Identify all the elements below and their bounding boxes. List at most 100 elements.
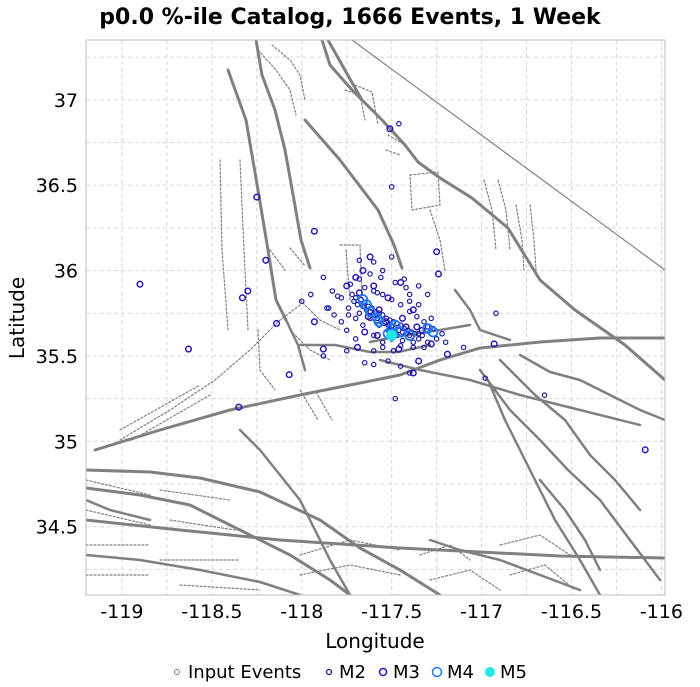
event-point-m3	[355, 289, 363, 297]
event-point-m3	[409, 369, 417, 377]
event-point-m2	[406, 298, 413, 305]
fault-line	[284, 318, 307, 372]
event-point-m2	[343, 347, 350, 354]
x-tick-label: -116.5	[541, 601, 602, 623]
event-point-m3	[244, 287, 252, 295]
event-point-m3	[641, 446, 649, 454]
fault-line	[93, 336, 665, 452]
event-point-m2	[397, 363, 404, 369]
legend-marker-m5	[485, 667, 495, 677]
fault-line	[86, 486, 352, 595]
chart-legend: Input Events M2 M3 M4 M5	[174, 662, 527, 683]
event-point-m3	[285, 371, 293, 379]
event-point-m3	[433, 248, 441, 256]
event-point-m2	[410, 339, 417, 346]
event-point-m2	[370, 332, 377, 339]
fault-line	[326, 40, 364, 102]
event-point-m2	[352, 336, 359, 342]
fault-line	[378, 358, 642, 427]
fault-line	[538, 478, 602, 572]
event-point-m3	[253, 193, 261, 201]
event-point-m2	[433, 336, 440, 342]
event-point-m2	[307, 291, 314, 298]
event-point-m4	[395, 326, 407, 338]
event-point-m2	[406, 370, 413, 376]
event-point-m2	[320, 274, 327, 281]
event-point-m3	[238, 294, 246, 302]
event-point-m3	[370, 282, 378, 290]
event-point-m2	[392, 395, 399, 402]
fault-line	[518, 353, 665, 422]
event-point-m3	[398, 314, 407, 322]
event-point-m2	[367, 271, 373, 277]
event-point-m2	[331, 312, 337, 318]
event-point-m3	[415, 357, 423, 365]
fault-line	[303, 118, 404, 270]
fault-line	[498, 358, 642, 512]
event-point-m2	[390, 347, 397, 354]
legend-label-input-events: Input Events	[188, 662, 301, 683]
event-point-m2	[356, 257, 363, 264]
x-tick-label: -116	[640, 601, 683, 623]
fault-line	[298, 343, 432, 354]
event-point-m2	[370, 347, 377, 354]
event-point-m2	[421, 344, 427, 351]
event-point-m3	[352, 273, 360, 281]
chart-title: p0.0 %-ile Catalog, 1666 Events, 1 Week	[99, 5, 602, 30]
event-point-m2	[396, 120, 402, 127]
fault-line	[320, 40, 665, 382]
y-tick-label: 37	[54, 90, 78, 112]
event-point-m2	[352, 315, 359, 322]
x-tick-label: -118.5	[181, 601, 242, 623]
event-point-m2	[482, 375, 488, 381]
event-point-m4	[357, 294, 369, 305]
event-point-m3	[373, 331, 381, 339]
event-point-m2	[428, 315, 435, 322]
event-point-m2	[360, 322, 366, 328]
legend-label-m4: M4	[447, 662, 474, 683]
event-point-m2	[379, 344, 386, 351]
event-point-m2	[403, 284, 409, 291]
legend-label-m5: M5	[500, 662, 527, 683]
event-point-m2	[460, 344, 467, 351]
event-point-m2	[338, 318, 345, 325]
event-point-m2	[345, 305, 352, 311]
fault-line	[238, 428, 352, 595]
event-point-m3	[319, 345, 327, 353]
fault-line	[453, 288, 512, 342]
legend-marker-m3	[378, 667, 388, 677]
fault-line	[86, 553, 302, 595]
event-point-m2	[361, 359, 368, 366]
plot-frame	[85, 39, 666, 596]
event-point-m3	[397, 278, 405, 287]
legend-label-m3: M3	[393, 662, 420, 683]
event-point-m2	[379, 291, 386, 298]
legend-label-m2: M2	[339, 662, 366, 683]
event-point-m3	[490, 340, 498, 348]
event-point-m2	[401, 276, 408, 282]
y-tick-label: 36.5	[36, 175, 78, 197]
fault-line	[119, 304, 301, 441]
event-point-m2	[325, 305, 332, 311]
event-points-layer	[136, 120, 649, 454]
event-point-m2	[370, 259, 377, 265]
event-point-m5	[386, 329, 398, 341]
fault-lines-layer	[86, 40, 665, 595]
event-point-m2	[338, 295, 345, 301]
event-point-m2	[385, 358, 391, 364]
event-point-m4	[389, 319, 401, 331]
y-tick-label: 35	[54, 431, 78, 453]
event-point-m3	[262, 256, 270, 264]
event-point-m2	[343, 327, 350, 334]
event-point-m2	[388, 184, 395, 190]
event-point-m2	[415, 330, 422, 337]
event-point-m3	[343, 282, 351, 290]
x-tick-label: -117.5	[361, 601, 422, 623]
event-point-m2	[379, 267, 386, 274]
event-point-m3	[361, 328, 369, 336]
event-point-m2	[421, 318, 427, 325]
event-point-m2	[415, 283, 422, 289]
event-point-m2	[356, 310, 363, 317]
event-point-m2	[414, 313, 420, 320]
